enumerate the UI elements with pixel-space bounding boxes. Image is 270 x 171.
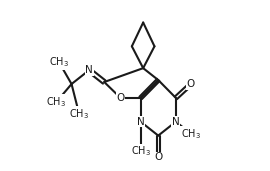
Text: O: O [154,152,162,162]
Text: CH$_3$: CH$_3$ [69,107,89,121]
Text: CH$_3$: CH$_3$ [181,127,201,141]
Text: CH$_3$: CH$_3$ [46,95,66,109]
Text: O: O [116,93,125,103]
Text: O: O [187,79,195,89]
Text: N: N [172,117,180,127]
Text: CH$_3$: CH$_3$ [131,144,151,158]
Text: N: N [85,65,93,75]
Text: N: N [137,117,144,127]
Text: CH$_3$: CH$_3$ [49,55,69,69]
